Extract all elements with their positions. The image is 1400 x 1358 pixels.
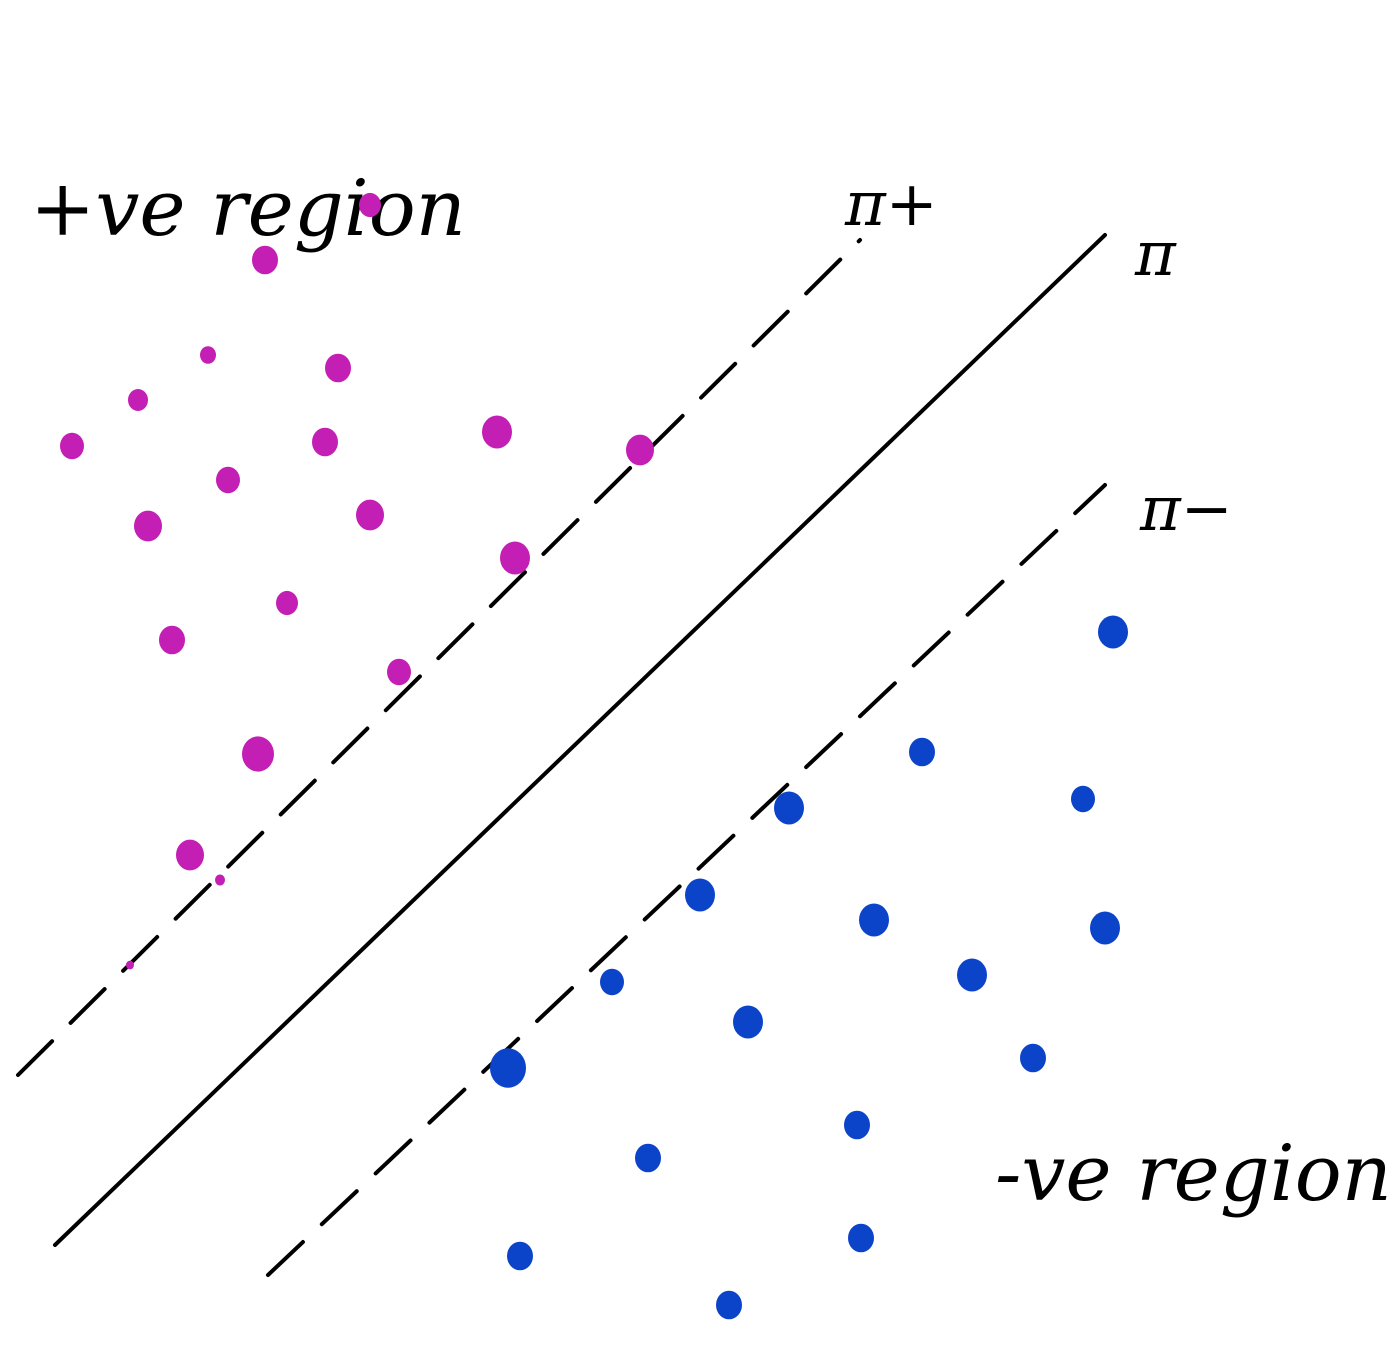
hyperplane-label: π — [1134, 217, 1177, 290]
negative-point — [859, 903, 889, 937]
negative-point — [1090, 911, 1120, 945]
positive-point — [626, 434, 654, 466]
negative-point — [507, 1241, 533, 1271]
negative-region-label: -ve region — [995, 1129, 1392, 1219]
positive-margin-plane — [16, 238, 862, 1077]
negative-margin-plane — [266, 483, 1107, 1277]
positive-plane-label: π+ — [844, 167, 938, 240]
positive-point — [134, 510, 162, 542]
negative-point — [957, 958, 987, 992]
negative-point — [1098, 615, 1128, 649]
positive-point — [200, 346, 216, 364]
negative-point — [685, 878, 715, 912]
positive-point — [356, 499, 384, 531]
positive-point — [312, 427, 338, 457]
negative-plane-label: π− — [1139, 472, 1233, 545]
positive-point — [325, 353, 351, 383]
positive-point — [242, 736, 274, 772]
positive-point — [215, 874, 225, 886]
negative-point — [490, 1048, 526, 1088]
negative-point — [716, 1290, 742, 1320]
positive-point — [176, 839, 204, 871]
negative-point — [1071, 785, 1095, 813]
negative-point — [909, 737, 935, 767]
positive-point — [359, 192, 381, 218]
positive-point — [216, 466, 240, 494]
positive-point — [159, 625, 185, 655]
positive-point — [482, 415, 512, 449]
decision-hyperplane — [53, 233, 1107, 1247]
positive-point — [252, 245, 278, 275]
positive-point — [387, 658, 411, 686]
negative-point — [848, 1223, 874, 1253]
positive-point — [60, 432, 84, 460]
negative-points — [490, 615, 1128, 1320]
positive-point — [276, 590, 298, 616]
negative-point — [1020, 1043, 1046, 1073]
positive-point — [500, 541, 530, 575]
positive-region-label: +ve region — [30, 164, 466, 254]
positive-point — [126, 960, 134, 970]
negative-point — [774, 791, 804, 825]
negative-point — [600, 968, 624, 996]
positive-point — [128, 389, 148, 411]
negative-point — [733, 1005, 763, 1039]
negative-point — [844, 1110, 870, 1140]
negative-point — [635, 1143, 661, 1173]
positive-points — [60, 192, 654, 970]
